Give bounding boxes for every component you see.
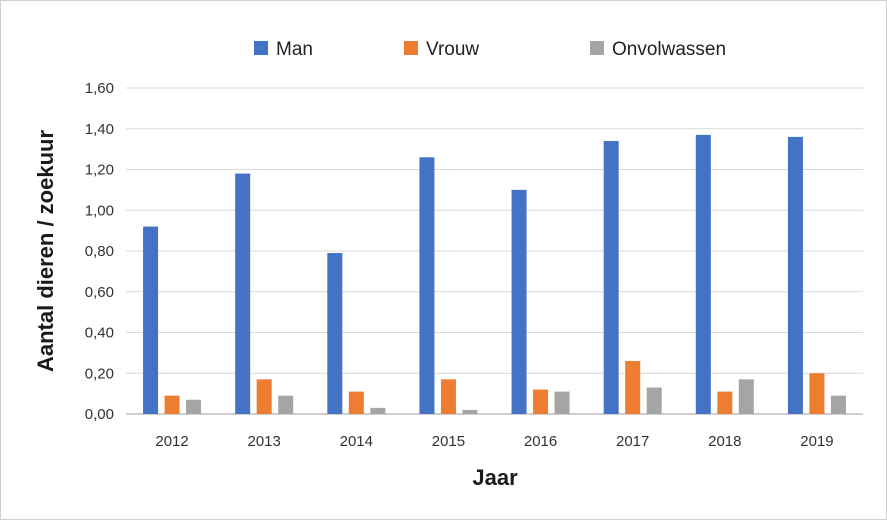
legend-label-vrouw: Vrouw bbox=[426, 39, 479, 60]
bar-onvolwassen-2013 bbox=[278, 395, 294, 414]
y-tick-label: 1,40 bbox=[85, 121, 114, 138]
y-tick-label: 0,00 bbox=[85, 406, 114, 423]
y-tick-label: 1,00 bbox=[85, 202, 114, 219]
legend-label-onvolwassen: Onvolwassen bbox=[612, 39, 726, 60]
y-axis-ticks: 0,00 0,20 0,40 0,60 0,80 1,00 1,20 1,40 1,60 bbox=[85, 80, 114, 423]
legend-label-man: Man bbox=[276, 39, 313, 60]
bar-man-2015 bbox=[419, 157, 435, 414]
legend: Man Vrouw Onvolwassen bbox=[254, 39, 726, 60]
bar-man-2016 bbox=[511, 189, 527, 414]
bar-vrouw-2014 bbox=[348, 391, 364, 414]
bar-man-2013 bbox=[235, 173, 251, 414]
y-tick-label: 0,80 bbox=[85, 243, 114, 260]
bar-vrouw-2018 bbox=[717, 391, 733, 414]
y-tick-label: 0,20 bbox=[85, 365, 114, 382]
x-tick-label: 2017 bbox=[616, 433, 649, 450]
bar-onvolwassen-2014 bbox=[370, 407, 386, 414]
bar-onvolwassen-2016 bbox=[554, 391, 570, 414]
bar-onvolwassen-2019 bbox=[830, 395, 846, 414]
legend-swatch-onvolwassen bbox=[590, 41, 604, 55]
bars bbox=[143, 134, 846, 415]
bar-man-2012 bbox=[143, 226, 159, 414]
x-tick-label: 2012 bbox=[155, 433, 188, 450]
bar-man-2018 bbox=[695, 134, 711, 415]
bar-man-2014 bbox=[327, 253, 343, 414]
bar-onvolwassen-2018 bbox=[738, 379, 754, 414]
x-tick-label: 2016 bbox=[524, 433, 557, 450]
y-tick-label: 1,20 bbox=[85, 162, 114, 179]
y-axis-title: Aantal dieren / zoekuur bbox=[33, 130, 58, 372]
x-tick-label: 2018 bbox=[708, 433, 741, 450]
x-tick-label: 2019 bbox=[800, 433, 833, 450]
legend-swatch-vrouw bbox=[404, 41, 418, 55]
bar-vrouw-2016 bbox=[533, 389, 549, 414]
bar-onvolwassen-2017 bbox=[646, 387, 662, 414]
y-tick-label: 1,60 bbox=[85, 80, 114, 97]
y-tick-label: 0,60 bbox=[85, 284, 114, 301]
x-tick-label: 2013 bbox=[248, 433, 281, 450]
x-tick-label: 2014 bbox=[340, 433, 373, 450]
bar-vrouw-2015 bbox=[440, 379, 456, 414]
x-tick-label: 2015 bbox=[432, 433, 465, 450]
x-axis-ticks: 2012 2013 2014 2015 2016 2017 2018 2019 bbox=[155, 433, 833, 450]
bar-onvolwassen-2015 bbox=[462, 409, 478, 414]
legend-swatch-man bbox=[254, 41, 268, 55]
bar-man-2019 bbox=[787, 136, 803, 414]
bar-vrouw-2012 bbox=[164, 395, 180, 414]
x-axis-title: Jaar bbox=[472, 465, 518, 490]
bar-vrouw-2019 bbox=[809, 373, 825, 414]
bar-vrouw-2017 bbox=[625, 361, 641, 414]
bar-vrouw-2013 bbox=[256, 379, 272, 414]
bar-man-2017 bbox=[603, 140, 619, 414]
y-tick-label: 0,40 bbox=[85, 325, 114, 342]
bar-onvolwassen-2012 bbox=[186, 399, 202, 414]
